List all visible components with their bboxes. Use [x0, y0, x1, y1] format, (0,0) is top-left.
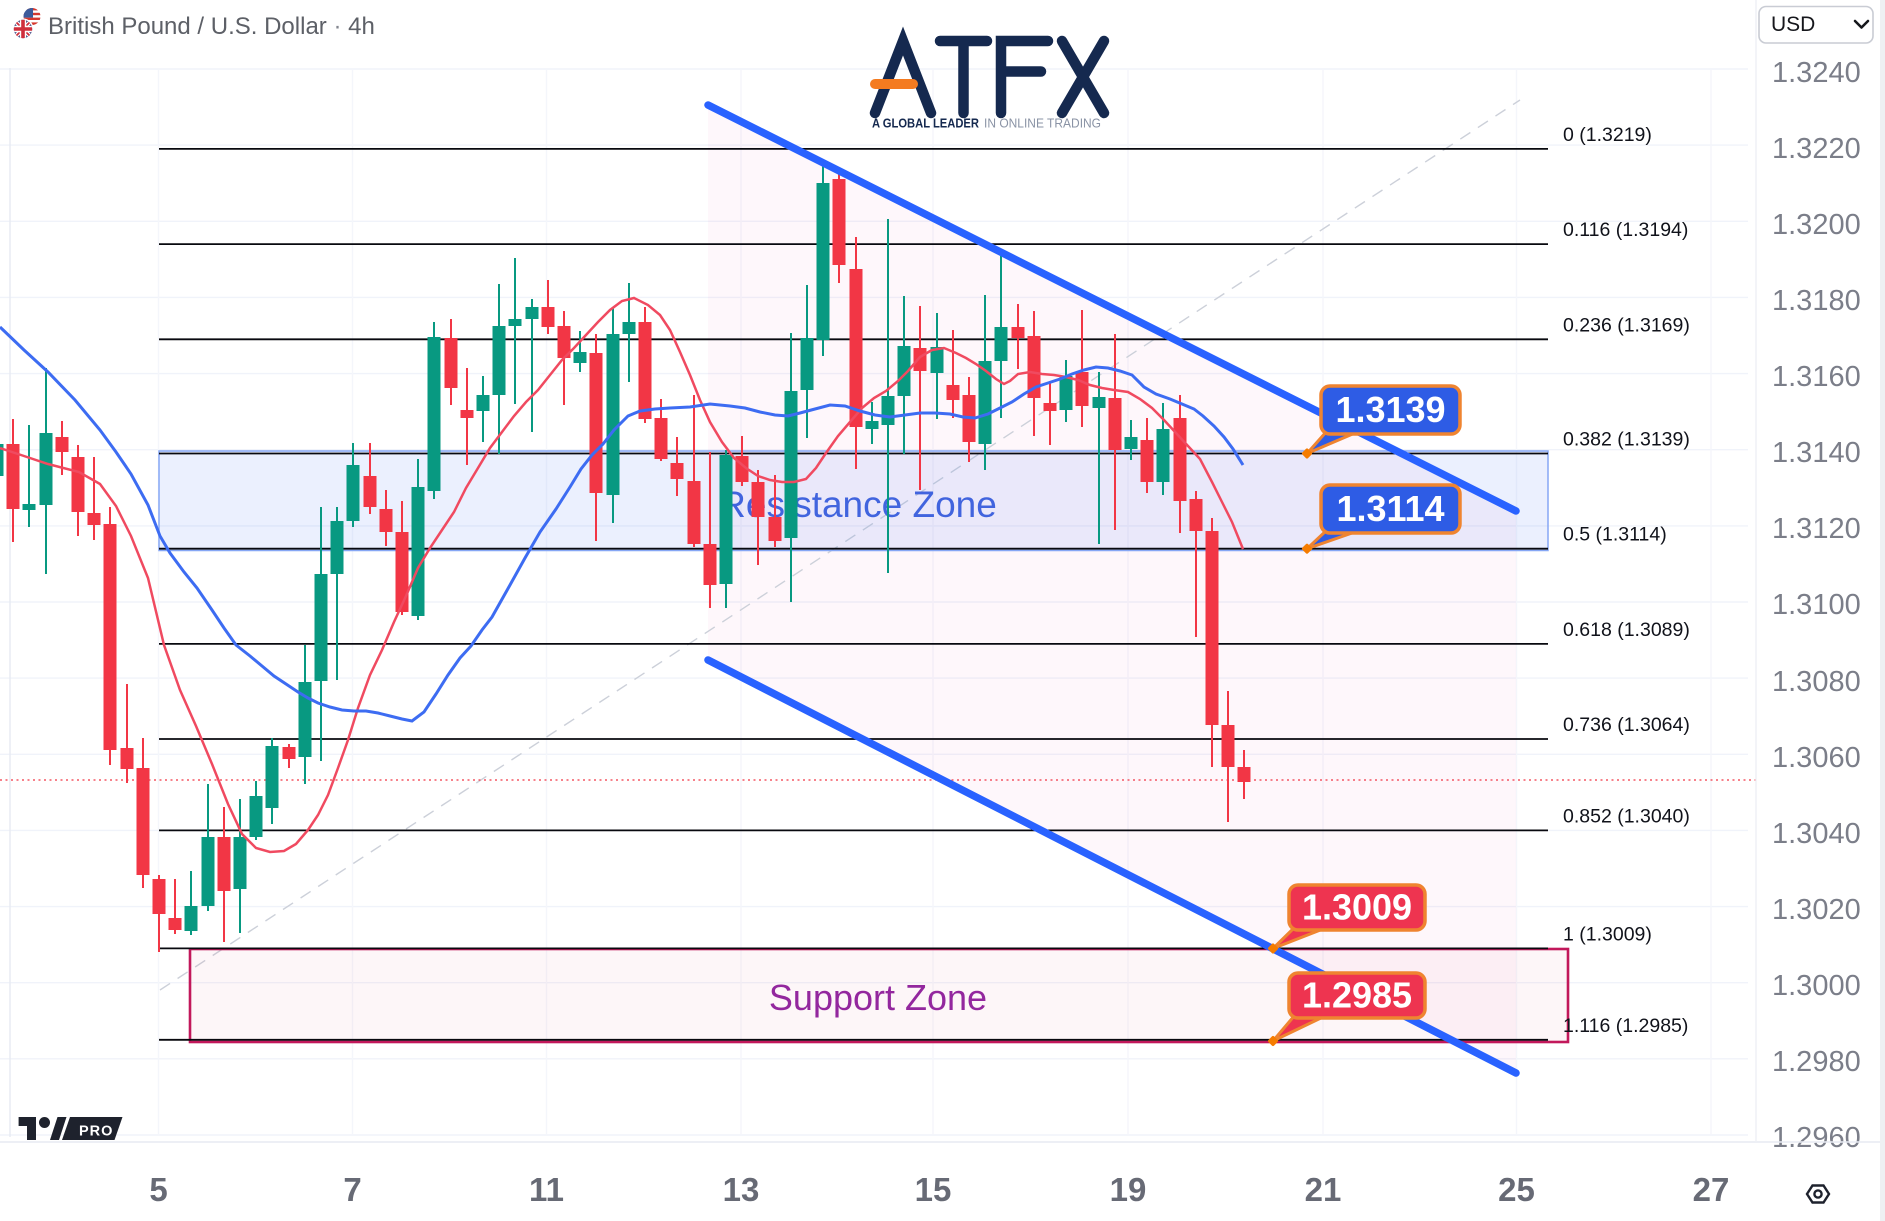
svg-text:13: 13 [723, 1171, 760, 1208]
svg-text:0.618 (1.3089): 0.618 (1.3089) [1563, 619, 1690, 641]
svg-text:USD: USD [1771, 13, 1815, 36]
svg-text:1.3220: 1.3220 [1772, 133, 1861, 165]
svg-text:1.3200: 1.3200 [1772, 209, 1861, 241]
svg-text:1.3060: 1.3060 [1772, 742, 1861, 774]
svg-text:0.236 (1.3169): 0.236 (1.3169) [1563, 314, 1690, 336]
svg-text:0.736 (1.3064): 0.736 (1.3064) [1563, 714, 1690, 736]
svg-text:1.3040: 1.3040 [1772, 818, 1861, 850]
svg-text:21: 21 [1305, 1171, 1342, 1208]
svg-text:11: 11 [529, 1171, 564, 1208]
svg-text:5: 5 [149, 1171, 167, 1208]
svg-text:1.3120: 1.3120 [1772, 513, 1861, 545]
svg-text:British Pound / U.S. Dollar ·: British Pound / U.S. Dollar · 4h [48, 13, 375, 40]
svg-text:Support Zone: Support Zone [769, 977, 987, 1018]
svg-text:1.3139: 1.3139 [1335, 389, 1445, 430]
svg-text:Resistance Zone: Resistance Zone [719, 484, 997, 525]
svg-text:1.2980: 1.2980 [1772, 1046, 1861, 1078]
svg-text:19: 19 [1110, 1171, 1147, 1208]
svg-text:25: 25 [1498, 1171, 1535, 1208]
svg-text:7: 7 [343, 1171, 361, 1208]
svg-text:0.852 (1.3040): 0.852 (1.3040) [1563, 805, 1690, 827]
svg-text:0.5 (1.3114): 0.5 (1.3114) [1563, 524, 1667, 546]
svg-text:27: 27 [1693, 1171, 1730, 1208]
svg-text:1.3009: 1.3009 [1302, 887, 1412, 928]
svg-text:1.116 (1.2985): 1.116 (1.2985) [1563, 1015, 1688, 1037]
svg-text:PRO: PRO [79, 1124, 113, 1140]
svg-text:1.3100: 1.3100 [1772, 589, 1861, 621]
svg-text:A GLOBAL LEADER: A GLOBAL LEADER [872, 116, 980, 131]
svg-text:1.2960: 1.2960 [1772, 1122, 1861, 1154]
svg-text:1.3180: 1.3180 [1772, 285, 1861, 317]
svg-text:1.3240: 1.3240 [1772, 57, 1861, 89]
svg-text:1.3000: 1.3000 [1772, 970, 1861, 1002]
svg-text:0 (1.3219): 0 (1.3219) [1563, 124, 1652, 146]
svg-text:0.116 (1.3194): 0.116 (1.3194) [1563, 219, 1688, 241]
svg-text:1.3114: 1.3114 [1336, 488, 1444, 529]
svg-text:1.3080: 1.3080 [1772, 666, 1861, 698]
svg-text:1.3020: 1.3020 [1772, 894, 1861, 926]
svg-text:1.3160: 1.3160 [1772, 361, 1861, 393]
svg-text:0.382 (1.3139): 0.382 (1.3139) [1563, 429, 1690, 451]
svg-text:IN ONLINE TRADING: IN ONLINE TRADING [984, 116, 1101, 131]
svg-text:1 (1.3009): 1 (1.3009) [1563, 923, 1652, 945]
svg-text:15: 15 [915, 1171, 952, 1208]
svg-text:1.2985: 1.2985 [1302, 975, 1412, 1016]
svg-text:1.3140: 1.3140 [1772, 437, 1861, 469]
